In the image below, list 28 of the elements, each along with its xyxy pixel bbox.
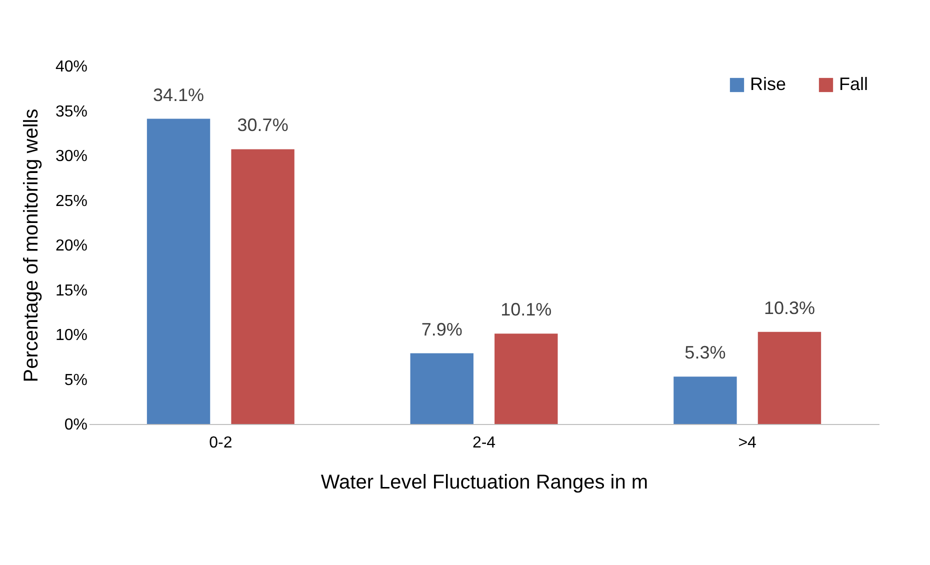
bar xyxy=(758,332,822,424)
y-tick-label: 30% xyxy=(55,148,88,165)
bar xyxy=(146,118,210,424)
data-label: 5.3% xyxy=(684,342,726,363)
bar xyxy=(494,334,558,424)
y-tick-label: 25% xyxy=(55,192,88,210)
bar xyxy=(410,353,474,424)
data-label: 10.3% xyxy=(764,298,815,318)
y-tick-label: 5% xyxy=(64,372,88,389)
x-tick-label: 0-2 xyxy=(209,434,232,452)
data-label: 10.1% xyxy=(500,300,552,320)
x-tick-label: 2-4 xyxy=(472,434,496,452)
y-tick-label: 35% xyxy=(55,103,88,120)
data-label: 30.7% xyxy=(237,115,288,136)
data-label: 34.1% xyxy=(153,84,204,105)
x-axis-title: Water Level Fluctuation Ranges in m xyxy=(320,472,648,494)
y-tick-label: 40% xyxy=(55,58,88,76)
y-tick-label: 15% xyxy=(55,282,88,300)
x-tick-label: >4 xyxy=(738,434,757,452)
bar xyxy=(231,149,294,424)
bar xyxy=(674,376,737,424)
y-axis-title: Percentage of monitoring wells xyxy=(20,108,42,382)
y-tick-label: 20% xyxy=(55,238,88,254)
y-tick-label: 0% xyxy=(64,416,88,434)
legend-label: Fall xyxy=(839,74,868,94)
legend-label: Rise xyxy=(750,74,786,94)
data-label: 7.9% xyxy=(421,319,462,340)
y-tick-label: 10% xyxy=(55,327,88,344)
